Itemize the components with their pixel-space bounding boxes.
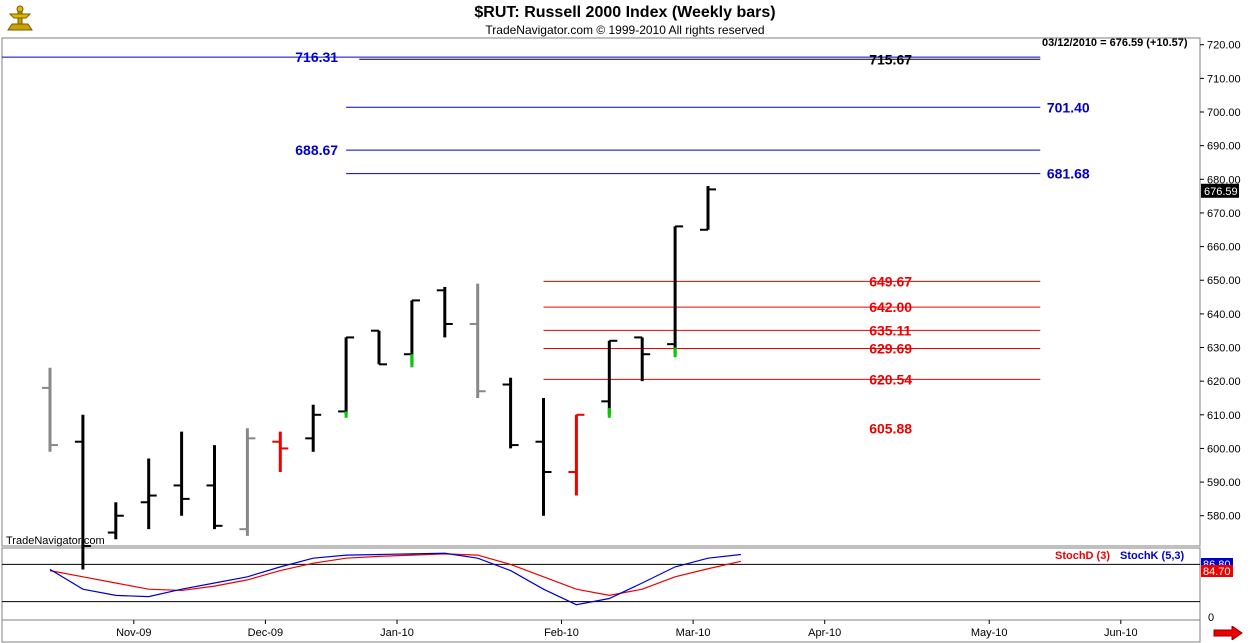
x-tick-label: Dec-09	[248, 627, 283, 639]
level-label-605.88: 605.88	[869, 421, 912, 437]
y-tick-label: 640.00	[1207, 309, 1241, 321]
right-arrow-icon[interactable]	[1212, 626, 1244, 640]
y-tick-label: 720.00	[1207, 40, 1241, 52]
stoch-last-box-1	[1201, 565, 1233, 577]
quote-line: 03/12/2010 = 676.59 (+10.57)	[1042, 37, 1188, 49]
level-label-629.69: 629.69	[869, 341, 912, 357]
last-price-label: 676.59	[1204, 186, 1238, 198]
level-label-649.67: 649.67	[869, 273, 912, 289]
y-tick-label: 630.00	[1207, 343, 1241, 355]
stoch-legend-0: StochD (3)	[1055, 550, 1110, 562]
y-tick-label: 610.00	[1207, 410, 1241, 422]
level-label-715.67: 715.67	[869, 51, 912, 67]
stoch-plot-frame	[1, 547, 1201, 621]
stoch-y-tick-label: 0	[1208, 612, 1214, 624]
y-tick-label: 600.00	[1207, 443, 1241, 455]
x-tick-label: Apr-10	[808, 627, 841, 639]
stochD-line	[49, 553, 742, 597]
y-tick-label: 680.00	[1207, 174, 1241, 186]
level-label-635.11: 635.11	[869, 322, 911, 338]
y-tick-label: 580.00	[1207, 511, 1241, 523]
y-tick-label: 710.00	[1207, 73, 1241, 85]
stoch-legend-1: StochK (5,3)	[1120, 550, 1185, 562]
x-tick-label: Mar-10	[676, 627, 711, 639]
last-price-box	[1201, 183, 1239, 198]
y-tick-label: 660.00	[1207, 242, 1241, 254]
x-tick-label: May-10	[971, 627, 1008, 639]
y-tick-label: 650.00	[1207, 275, 1241, 287]
level-label-620.54: 620.54	[869, 371, 912, 387]
level-label-701.40: 701.40	[1047, 99, 1090, 115]
level-label-642.00: 642.00	[869, 299, 912, 315]
y-tick-label: 620.00	[1207, 376, 1241, 388]
y-tick-label: 590.00	[1207, 477, 1241, 489]
x-tick-label: Feb-10	[544, 627, 579, 639]
level-label-716.31: 716.31	[295, 49, 338, 65]
x-tick-label: Jan-10	[380, 627, 414, 639]
y-tick-label: 690.00	[1207, 141, 1241, 153]
price-plot-frame	[1, 37, 1201, 547]
y-tick-label: 670.00	[1207, 208, 1241, 220]
level-label-681.68: 681.68	[1047, 166, 1090, 182]
chart-title: $RUT: Russell 2000 Index (Weekly bars)	[474, 4, 776, 21]
chart-subtitle: TradeNavigator.com © 1999-2010 All right…	[485, 23, 765, 37]
stochK-line	[49, 552, 741, 606]
x-tick-label: Nov-09	[116, 627, 151, 639]
trade-navigator-logo-icon[interactable]	[4, 4, 36, 34]
watermark: TradeNavigator.com	[6, 535, 105, 547]
stoch-last-label-1: 84.70	[1203, 566, 1231, 578]
y-tick-label: 700.00	[1207, 107, 1241, 119]
x-tick-label: Jun-10	[1104, 627, 1138, 639]
level-label-688.67: 688.67	[295, 142, 338, 158]
date-axis-frame	[1, 619, 1201, 643]
